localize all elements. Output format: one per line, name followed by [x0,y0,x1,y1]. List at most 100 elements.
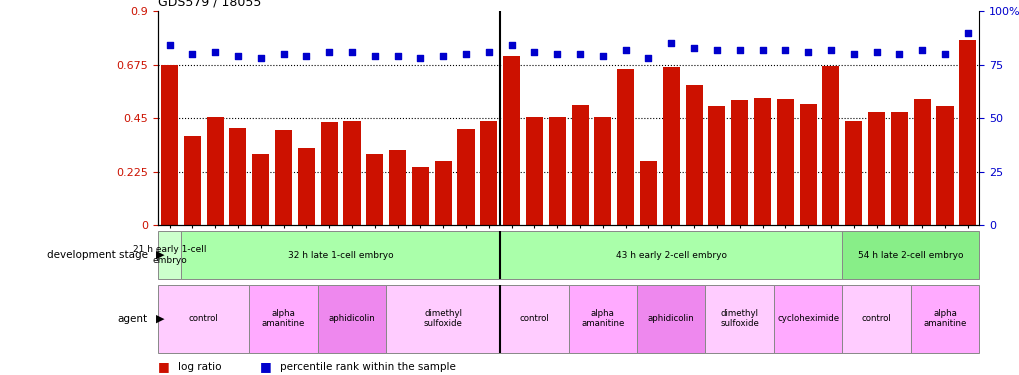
Point [822,47,839,53]
Point [572,51,588,57]
Bar [548,117,566,225]
Text: 43 h early 2-cell embryo: 43 h early 2-cell embryo [615,251,727,260]
Text: 54 h late 2-cell embryo: 54 h late 2-cell embryo [857,251,963,260]
Bar [207,117,223,225]
Point [845,51,861,57]
Bar [480,120,497,225]
Bar [705,285,773,352]
Point [913,47,929,53]
Text: ▶: ▶ [156,314,164,324]
Bar [434,161,451,225]
Text: log ratio: log ratio [178,362,222,372]
Point [229,53,246,59]
Point [708,47,725,53]
Point [321,49,337,55]
Bar [320,122,337,225]
Bar [366,154,383,225]
Bar [773,285,842,352]
Bar [499,285,569,352]
Point [548,51,565,57]
Bar [707,106,725,225]
Text: ▶: ▶ [156,250,164,260]
Bar [842,231,978,279]
Bar [252,154,269,225]
Bar [388,150,406,225]
Bar [776,99,793,225]
Text: dimethyl
sulfoxide: dimethyl sulfoxide [423,309,463,328]
Text: GDS579 / 18055: GDS579 / 18055 [158,0,261,9]
Point [480,49,496,55]
Bar [637,285,705,352]
Text: control: control [189,314,218,323]
Bar [845,120,861,225]
Bar [249,285,318,352]
Bar [842,285,910,352]
Bar [821,66,839,225]
Bar [412,167,429,225]
Bar [594,117,610,225]
Point [298,53,314,59]
Bar [502,56,520,225]
Bar [180,231,499,279]
Point [275,51,291,57]
Text: control: control [519,314,549,323]
Text: 21 h early 1-cell
embryо: 21 h early 1-cell embryо [132,245,206,265]
Point [435,53,451,59]
Point [161,42,177,48]
Bar [569,285,637,352]
Text: aphidicolin: aphidicolin [328,314,375,323]
Point [662,40,679,46]
Bar [318,285,386,352]
Bar [799,104,816,225]
Bar [526,117,542,225]
Text: alpha
amanitine: alpha amanitine [581,309,624,328]
Text: alpha
amanitine: alpha amanitine [922,309,966,328]
Text: aphidicolin: aphidicolin [647,314,694,323]
Point [253,55,269,61]
Text: dimethyl
sulfoxide: dimethyl sulfoxide [719,309,758,328]
Bar [890,112,907,225]
Bar [183,136,201,225]
Bar [161,64,178,225]
Text: development stage: development stage [47,250,148,260]
Bar [457,129,474,225]
Point [959,30,975,36]
Point [366,53,382,59]
Text: 32 h late 1-cell embryo: 32 h late 1-cell embryo [287,251,393,260]
Text: alpha
amanitine: alpha amanitine [262,309,305,328]
Text: ■: ■ [158,360,170,373]
Bar [343,120,360,225]
Point [891,51,907,57]
Bar [935,106,953,225]
Bar [499,231,842,279]
Bar [913,99,929,225]
Point [776,47,793,53]
Bar [685,85,702,225]
Point [731,47,747,53]
Point [616,47,633,53]
Point [184,51,201,57]
Point [640,55,656,61]
Bar [639,161,656,225]
Point [389,53,406,59]
Point [867,49,883,55]
Point [685,45,701,51]
Bar [867,112,884,225]
Bar [753,98,770,225]
Point [935,51,952,57]
Point [343,49,360,55]
Bar [958,40,975,225]
Bar [158,231,180,279]
Point [594,53,610,59]
Bar [616,69,634,225]
Bar [229,128,247,225]
Point [503,42,520,48]
Text: control: control [861,314,891,323]
Point [458,51,474,57]
Text: ■: ■ [260,360,272,373]
Point [754,47,770,53]
Bar [731,100,748,225]
Bar [571,105,588,225]
Bar [662,67,680,225]
Point [799,49,815,55]
